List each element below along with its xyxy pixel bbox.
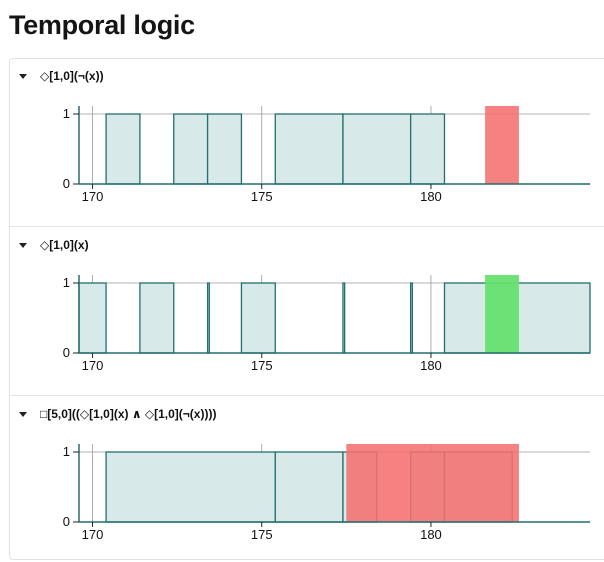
signal-interval (240, 282, 276, 354)
panel-1-chart: 0 1 170 175 180 (63, 106, 590, 204)
signal-interval (409, 282, 413, 354)
caret-down-icon[interactable] (19, 412, 27, 417)
x-tick-label: 170 (82, 189, 104, 204)
x-tick-label: 180 (420, 358, 442, 373)
y-tick-label: 0 (63, 176, 70, 191)
y-tick-label: 0 (63, 514, 70, 529)
signal-interval (342, 282, 346, 354)
x-tick-label: 180 (420, 527, 442, 542)
panel-2-header[interactable]: ◇[1,0](x) (19, 235, 89, 255)
signal-interval (342, 113, 412, 185)
signal-interval (105, 113, 141, 185)
highlight-red (485, 106, 519, 184)
x-tick-label: 175 (251, 189, 273, 204)
page-title: Temporal logic (9, 10, 195, 40)
signal-interval (105, 451, 276, 523)
panel-1-formula: ◇[1,0](¬(x)) (40, 69, 104, 83)
y-tick-label: 1 (63, 275, 70, 290)
signal-interval (274, 113, 344, 185)
panel-2-formula: ◇[1,0](x) (40, 238, 89, 252)
panel-3-formula: □[5,0]((◇[1,0](x) ∧ ◇[1,0](¬(x)))) (40, 407, 217, 421)
signal-interval (173, 113, 209, 185)
x-tick-label: 175 (251, 358, 273, 373)
panel-divider (10, 226, 604, 227)
signal-interval (139, 282, 175, 354)
signal-interval (78, 282, 107, 354)
x-tick-label: 180 (420, 189, 442, 204)
signal-interval (409, 113, 446, 185)
panel-1-header[interactable]: ◇[1,0](¬(x)) (19, 66, 104, 86)
signal-interval (206, 282, 210, 354)
x-tick-label: 170 (82, 358, 104, 373)
y-tick-label: 1 (63, 106, 70, 121)
highlight-red (346, 444, 519, 522)
signal-interval (206, 113, 243, 185)
y-tick-label: 0 (63, 345, 70, 360)
panel-3-chart: 0 1 170 175 180 (63, 444, 590, 542)
highlight-green (485, 275, 519, 353)
caret-down-icon[interactable] (19, 74, 27, 79)
caret-down-icon[interactable] (19, 243, 27, 248)
signal-interval (274, 451, 344, 523)
x-tick-label: 175 (251, 527, 273, 542)
panel-divider (10, 395, 604, 396)
x-tick-label: 170 (82, 527, 104, 542)
panel-2-chart: 0 1 170 175 180 (63, 275, 591, 373)
y-tick-label: 1 (63, 444, 70, 459)
panel-3-header[interactable]: □[5,0]((◇[1,0](x) ∧ ◇[1,0](¬(x)))) (19, 404, 216, 424)
